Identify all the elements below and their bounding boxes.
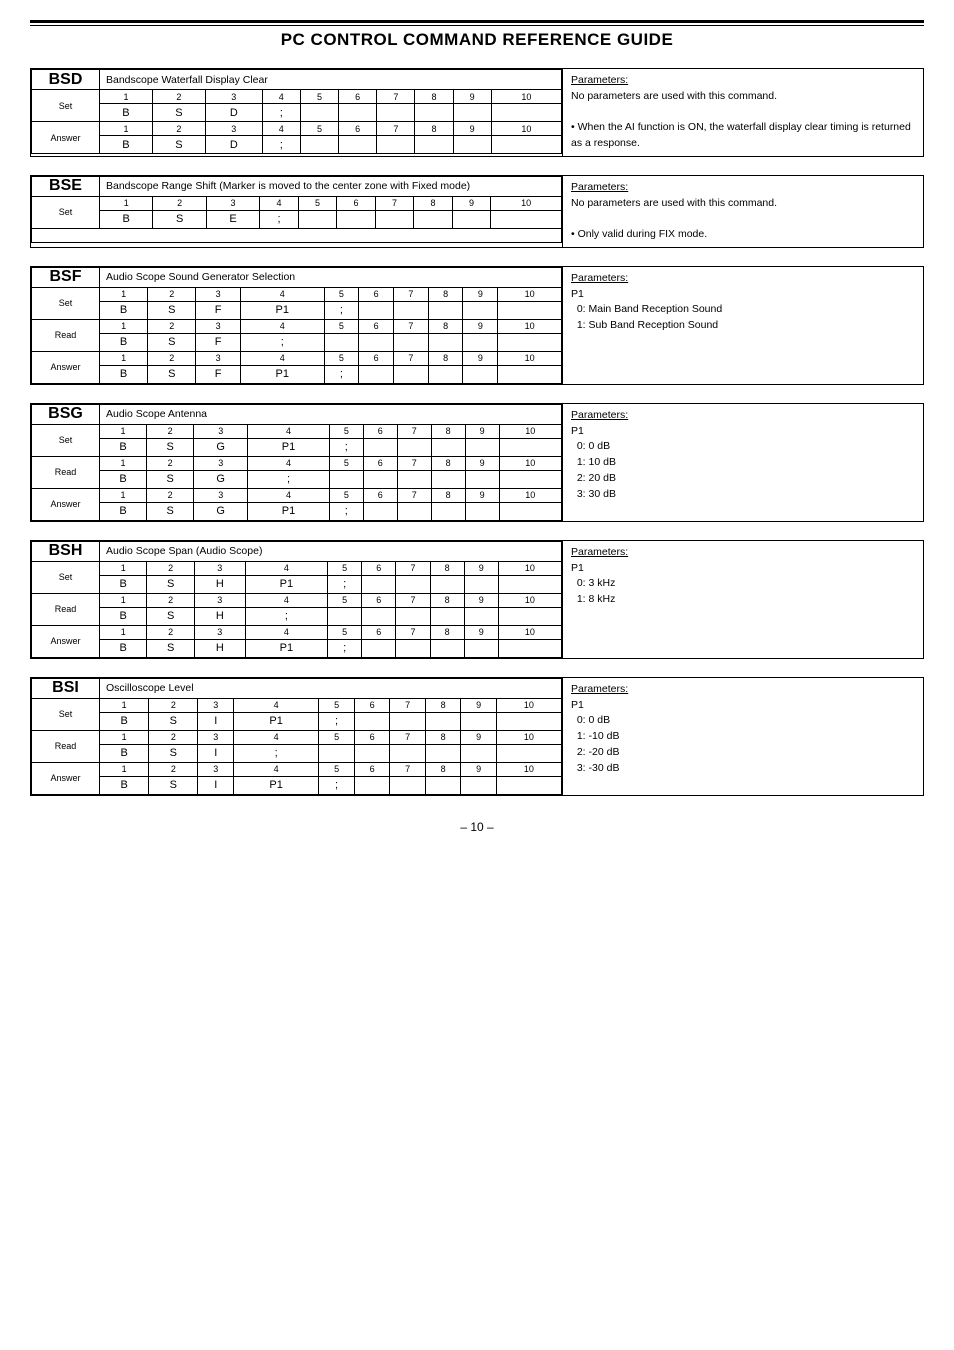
bsi-table: BSIOscilloscope Level Set12345678910 BSI… [31,678,562,795]
bsh-block: BSHAudio Scope Span (Audio Scope) Set123… [30,540,924,659]
bsg-params: Parameters: P1 0: 0 dB 1: 10 dB 2: 20 dB… [563,404,923,521]
header-rule [30,20,924,26]
bsg-table: BSGAudio Scope Antenna Set12345678910 BS… [31,404,562,521]
bsh-table: BSHAudio Scope Span (Audio Scope) Set123… [31,541,562,658]
bse-code: BSE [32,176,100,196]
bsg-block: BSGAudio Scope Antenna Set12345678910 BS… [30,403,924,522]
page-title: PC CONTROL COMMAND REFERENCE GUIDE [30,30,924,50]
bse-table: BSE Bandscope Range Shift (Marker is mov… [31,176,562,243]
page-number: – 10 – [30,820,924,834]
bsi-block: BSIOscilloscope Level Set12345678910 BSI… [30,677,924,796]
bsd-title: Bandscope Waterfall Display Clear [100,70,562,90]
bsd-answer-label: Answer [32,122,100,154]
bsf-table: BSF Audio Scope Sound Generator Selectio… [31,267,562,384]
bse-params: Parameters: No parameters are used with … [563,176,923,247]
bsd-set-label: Set [32,90,100,122]
bsd-params: Parameters: No parameters are used with … [563,69,923,156]
bsf-block: BSF Audio Scope Sound Generator Selectio… [30,266,924,385]
bsd-table: BSD Bandscope Waterfall Display Clear Se… [31,69,562,154]
bsf-title: Audio Scope Sound Generator Selection [100,267,562,287]
bsf-code: BSF [32,267,100,287]
bse-set-label: Set [32,196,100,228]
bsd-block: BSD Bandscope Waterfall Display Clear Se… [30,68,924,157]
bse-title: Bandscope Range Shift (Marker is moved t… [100,176,562,196]
bsf-params: Parameters: P1 0: Main Band Reception So… [563,267,923,384]
bse-block: BSE Bandscope Range Shift (Marker is mov… [30,175,924,248]
bsi-params: Parameters: P1 0: 0 dB 1: -10 dB 2: -20 … [563,678,923,795]
bsh-params: Parameters: P1 0: 3 kHz 1: 8 kHz [563,541,923,658]
bsd-code: BSD [32,70,100,90]
